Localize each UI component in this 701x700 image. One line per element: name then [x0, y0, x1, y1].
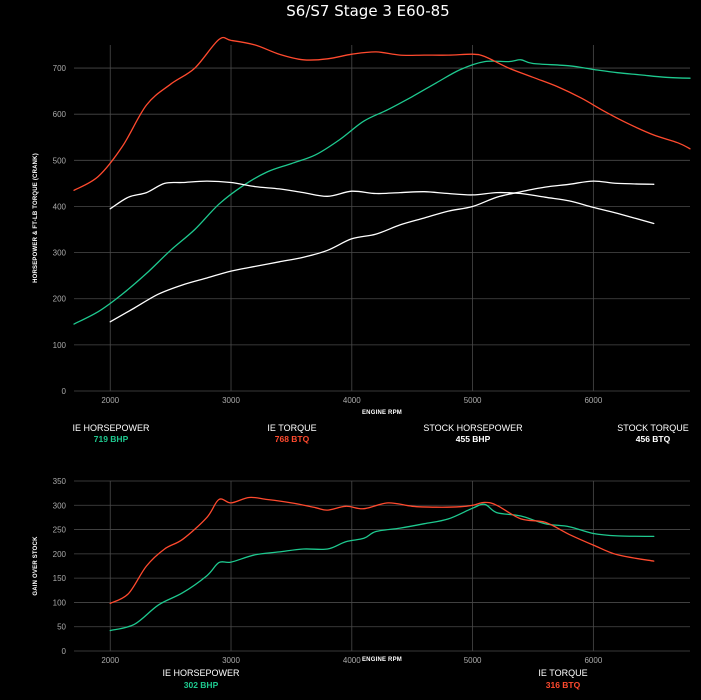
bottom-legend-ie-torque-value: 316 BTQ	[546, 680, 581, 690]
top-legend-ie-horsepower-value: 719 BHP	[94, 434, 129, 444]
top-y-tick-label: 500	[53, 156, 67, 165]
top-legend-stock-torque-value: 456 BTQ	[636, 434, 671, 444]
bottom-ie-torque-line	[109, 496, 655, 605]
top-legend-ie-horsepower-name: IE HORSEPOWER	[72, 423, 150, 433]
bottom-y-tick-label: 200	[53, 550, 67, 559]
top-y-tick-label: 700	[53, 64, 67, 73]
bottom-legend-ie-torque-name: IE TORQUE	[538, 668, 587, 678]
top-legend-stock-torque-name: STOCK TORQUE	[617, 423, 689, 433]
bottom-legend: IE HORSEPOWER 302 BHP IE TORQUE 316 BTQ	[162, 668, 587, 690]
bottom-y-tick-label: 150	[53, 574, 67, 583]
top-y-tick-label: 0	[62, 387, 67, 396]
top-stock-torque-line	[109, 180, 655, 225]
top-legend-stock-horsepower-name: STOCK HORSEPOWER	[423, 423, 523, 433]
bottom-y-tick-label: 300	[53, 501, 67, 510]
bottom-legend-ie-horsepower-name: IE HORSEPOWER	[162, 668, 240, 678]
top-x-tick-label: 6000	[584, 396, 602, 405]
bottom-y-tick-label: 100	[53, 598, 67, 607]
bottom-x-tick-label: 5000	[464, 656, 482, 665]
top-y-tick-label: 400	[53, 202, 67, 211]
top-legend-ie-torque-value: 768 BTQ	[275, 434, 310, 444]
top-y-axis-label: HORSEPOWER & FT-LB TORQUE (CRANK)	[33, 153, 39, 283]
chart-title: S6/S7 Stage 3 E60-85	[286, 2, 449, 20]
bottom-x-axis-label: ENGINE RPM	[362, 657, 402, 663]
top-x-axis-label: ENGINE RPM	[362, 410, 402, 416]
top-y-tick-label: 200	[53, 295, 67, 304]
top-y-tick-label: 100	[53, 341, 67, 350]
bottom-chart-panel: 0 50 100 150 200 250 300 350 2000 3000 4000 5000 600…	[33, 477, 690, 665]
top-x-tick-label: 3000	[222, 396, 240, 405]
top-y-tick-label: 600	[53, 110, 67, 119]
bottom-y-tick-label: 350	[53, 477, 67, 486]
top-chart-panel: 0 100 200 300 400 500 600 700 2000 3000 4000 5000 60…	[33, 36, 691, 416]
bottom-x-tick-label: 3000	[222, 656, 240, 665]
top-ie-horsepower-line	[73, 59, 691, 325]
top-x-tick-label: 4000	[343, 396, 361, 405]
bottom-legend-ie-horsepower-value: 302 BHP	[184, 680, 219, 690]
bottom-y-tick-label: 250	[53, 526, 67, 535]
bottom-x-tick-label: 2000	[101, 656, 119, 665]
top-ie-torque-line	[73, 36, 691, 191]
bottom-ie-horsepower-line	[109, 503, 655, 632]
top-legend-stock-horsepower-value: 455 BHP	[456, 434, 491, 444]
top-x-tick-label: 5000	[464, 396, 482, 405]
top-stock-horsepower-line	[109, 180, 655, 323]
bottom-y-tick-label: 50	[57, 623, 66, 632]
top-y-tick-label: 300	[53, 249, 67, 258]
bottom-y-tick-label: 0	[62, 647, 67, 656]
bottom-y-axis-label: GAIN OVER STOCK	[33, 536, 39, 596]
top-legend-ie-torque-name: IE TORQUE	[267, 423, 316, 433]
top-x-tick-label: 2000	[101, 396, 119, 405]
bottom-x-tick-label: 6000	[584, 656, 602, 665]
bottom-x-tick-label: 4000	[343, 656, 361, 665]
